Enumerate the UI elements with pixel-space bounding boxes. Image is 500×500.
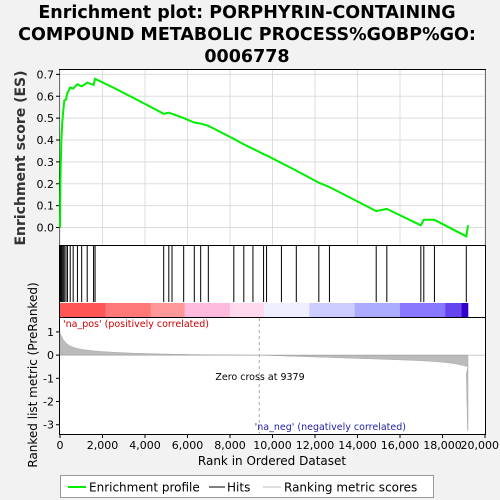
es-tick-label: 0.7 xyxy=(37,68,55,81)
rank-band-segment xyxy=(162,303,174,317)
rank-band-segment xyxy=(264,303,276,317)
legend-enrichment-label: Enrichment profile xyxy=(89,481,200,495)
rank-band-segment xyxy=(71,303,84,317)
rank-band-segment xyxy=(218,303,231,317)
rank-band-segment xyxy=(150,303,163,317)
x-ticks: 0 2,000 4,000 6,000 8,000 10,000 12,000 14,000 1… xyxy=(57,434,500,452)
rank-band-segment xyxy=(388,303,401,317)
zero-cross-label: Zero cross at 9379 xyxy=(215,372,304,383)
x-axis-label: Rank in Ordered Dataset xyxy=(198,454,346,468)
chart-title-line-2: COMPOUND METABOLIC PROCESS%GOBP%GO: xyxy=(18,25,476,45)
metric-tick-label: -3 xyxy=(43,419,54,432)
rank-band-segment xyxy=(94,303,106,317)
chart-title-line-1: Enrichment plot: PORPHYRIN-CONTAINING xyxy=(38,3,455,23)
rank-band-segment xyxy=(434,303,446,317)
es-tick-label: 0.0 xyxy=(37,222,55,235)
rank-band-segment xyxy=(196,303,208,317)
es-tick-label: 0.3 xyxy=(37,156,55,169)
rank-band-segment xyxy=(411,303,424,317)
x-tick-label: 14,000 xyxy=(338,439,377,452)
metric-tick-label: 0 xyxy=(47,349,54,362)
rank-band-segment xyxy=(207,303,220,317)
metric-tick-label: -2 xyxy=(43,396,54,409)
rank-band-segment xyxy=(377,303,390,317)
legend-box xyxy=(60,475,434,498)
x-tick-label: 18,000 xyxy=(423,439,462,452)
x-tick-label: 12,000 xyxy=(296,439,335,452)
rank-band-segment xyxy=(82,303,95,317)
rank-band-segment xyxy=(230,303,242,317)
es-tick-label: 0.5 xyxy=(37,112,55,125)
es-tick-label: 0.2 xyxy=(37,178,55,191)
x-tick-label: 20,000 xyxy=(461,439,500,452)
rank-band-segment xyxy=(252,303,265,317)
metric-area xyxy=(59,318,485,434)
rank-band-segment xyxy=(445,303,458,317)
rank-band-segment xyxy=(241,303,254,317)
es-y-ticks: 0.0 0.1 0.2 0.3 0.4 0.5 0.6 0.7 xyxy=(37,68,60,235)
es-axis-label: Enrichment score (ES) xyxy=(13,70,29,245)
rank-color-band xyxy=(60,303,469,317)
rank-band-segment xyxy=(343,303,356,317)
ranking-metric-area xyxy=(59,331,469,431)
x-tick-label: 16,000 xyxy=(381,439,420,452)
rank-band-segment xyxy=(275,303,288,317)
metric-axis-label: Ranked list metric (PreRanked) xyxy=(26,282,40,467)
x-tick-label: 2,000 xyxy=(87,439,119,452)
rank-band-end xyxy=(461,303,468,317)
rank-band-segment xyxy=(286,303,299,317)
x-tick-label: 0 xyxy=(57,439,64,452)
rank-band-segment xyxy=(116,303,129,317)
rank-band-segment xyxy=(422,303,435,317)
legend-hits-label: Hits xyxy=(227,481,250,495)
enrichment-profile-line xyxy=(59,77,469,238)
es-tick-label: 0.6 xyxy=(37,90,55,103)
rank-band-segment xyxy=(184,303,197,317)
chart-title-line-3: 0006778 xyxy=(204,47,289,67)
positive-correlation-label: 'na_pos' (positively correlated) xyxy=(63,319,209,330)
rank-band-segment xyxy=(128,303,140,317)
legend: Enrichment profile Hits Ranking metric s… xyxy=(60,475,434,498)
x-tick-label: 6,000 xyxy=(172,439,204,452)
rank-band-segment xyxy=(60,303,72,317)
rank-band-segment xyxy=(105,303,118,317)
negative-correlation-label: 'na_neg' (negatively correlated) xyxy=(255,422,406,433)
x-tick-label: 10,000 xyxy=(253,439,292,452)
x-tick-label: 4,000 xyxy=(129,439,161,452)
es-line-group xyxy=(59,77,469,238)
rank-band-segment xyxy=(298,303,310,317)
rank-band-segment xyxy=(309,303,322,317)
metric-panel xyxy=(59,317,486,435)
rank-band-segment xyxy=(332,303,344,317)
rank-band-segment xyxy=(354,303,367,317)
hit-marks xyxy=(59,246,467,302)
legend-metric-label: Ranking metric scores xyxy=(284,481,417,495)
rank-band-segment xyxy=(400,303,412,317)
x-tick-label: 8,000 xyxy=(214,439,246,452)
rank-band-segment xyxy=(139,303,152,317)
es-tick-label: 0.1 xyxy=(37,200,55,213)
metric-tick-label: -1 xyxy=(43,372,54,385)
rank-band-segment xyxy=(366,303,378,317)
rank-band-segment xyxy=(173,303,186,317)
metric-tick-label: 1 xyxy=(47,326,54,339)
rank-band-segment xyxy=(320,303,333,317)
es-tick-label: 0.4 xyxy=(37,134,55,147)
metric-y-ticks: 1 0 -1 -2 -3 xyxy=(43,326,60,432)
